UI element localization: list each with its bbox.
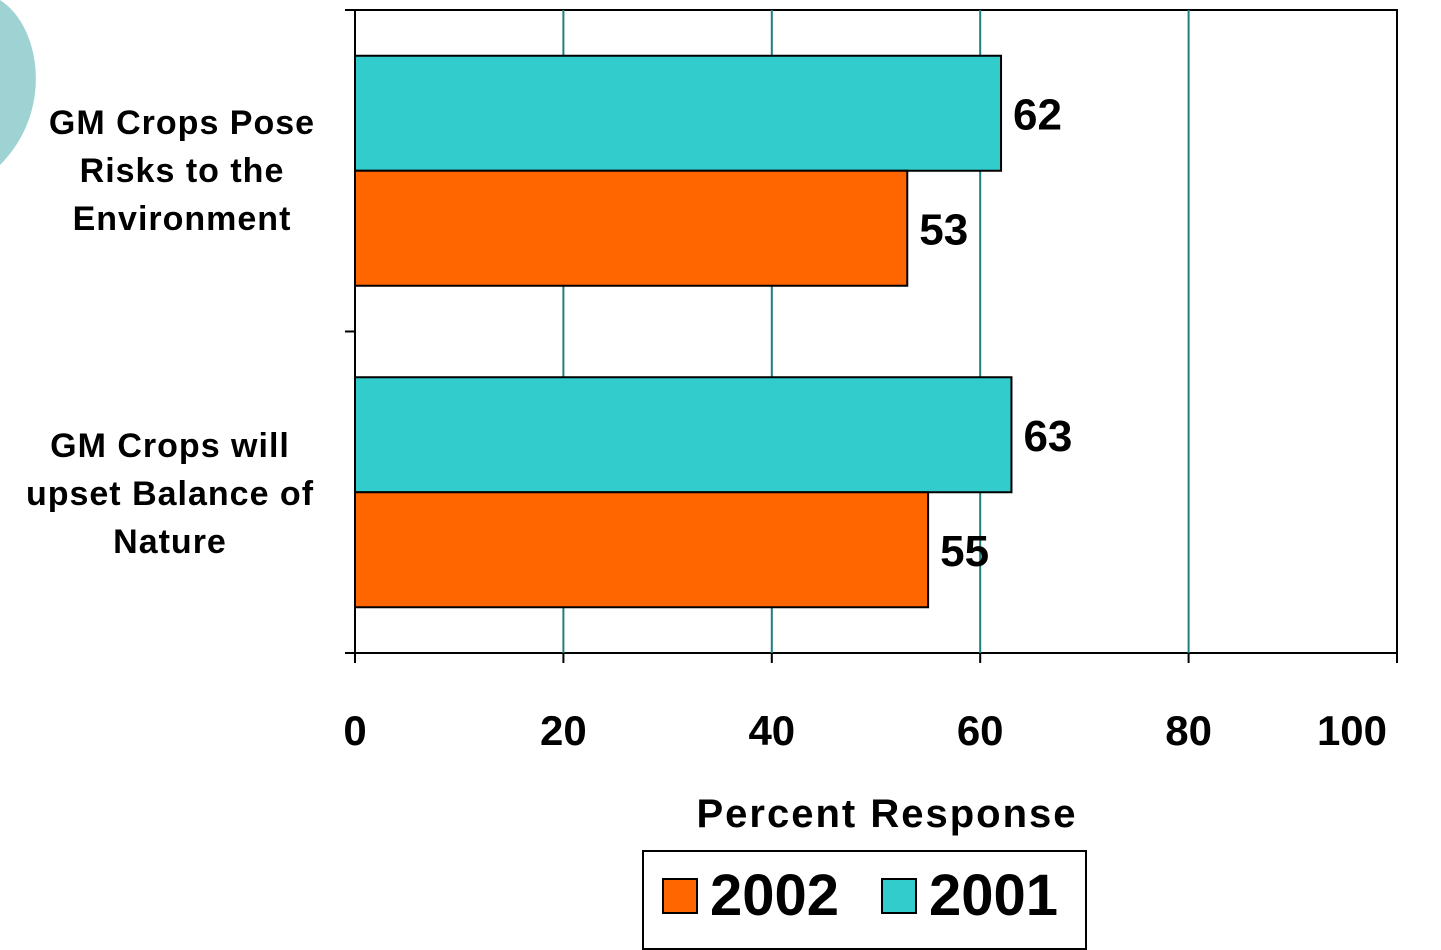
value-label-2001-2: 63 xyxy=(1023,412,1072,461)
value-labels: 62 53 63 55 xyxy=(919,90,1072,576)
legend-swatch-2001 xyxy=(881,878,917,914)
x-tick-label: 100 xyxy=(1317,707,1387,754)
value-label-2002-1: 53 xyxy=(919,205,968,254)
category-label-2: GM Crops will upset Balance of Nature xyxy=(25,427,315,561)
legend-label-2002: 2002 xyxy=(710,863,840,928)
bar-2002-2 xyxy=(354,491,930,609)
legend: 2002 2001 xyxy=(642,850,1087,950)
x-axis-title: Percent Response xyxy=(696,792,1077,836)
decorative-arc xyxy=(0,0,36,165)
x-tick-label: 0 xyxy=(343,707,366,754)
bar-2001-1 xyxy=(354,54,1003,172)
value-label-2002-2: 55 xyxy=(940,527,989,576)
legend-label-2001: 2001 xyxy=(929,863,1059,928)
legend-swatch-2002 xyxy=(662,878,698,914)
bar-2002-1 xyxy=(354,169,909,287)
bars xyxy=(354,54,1013,609)
legend-item-2002: 2002 xyxy=(662,866,839,926)
x-tick-label: 40 xyxy=(748,707,795,754)
value-label-2001-1: 62 xyxy=(1013,90,1062,139)
x-tick-label: 80 xyxy=(1165,707,1212,754)
legend-item-2001: 2001 xyxy=(881,866,1058,926)
bar-2001-2 xyxy=(354,376,1013,494)
x-axis: 0 20 40 60 80 100 xyxy=(343,9,1398,754)
x-tick-label: 20 xyxy=(540,707,587,754)
x-tick-label: 60 xyxy=(957,707,1004,754)
category-label-1: GM Crops Pose Risks to the Environment xyxy=(48,104,316,238)
